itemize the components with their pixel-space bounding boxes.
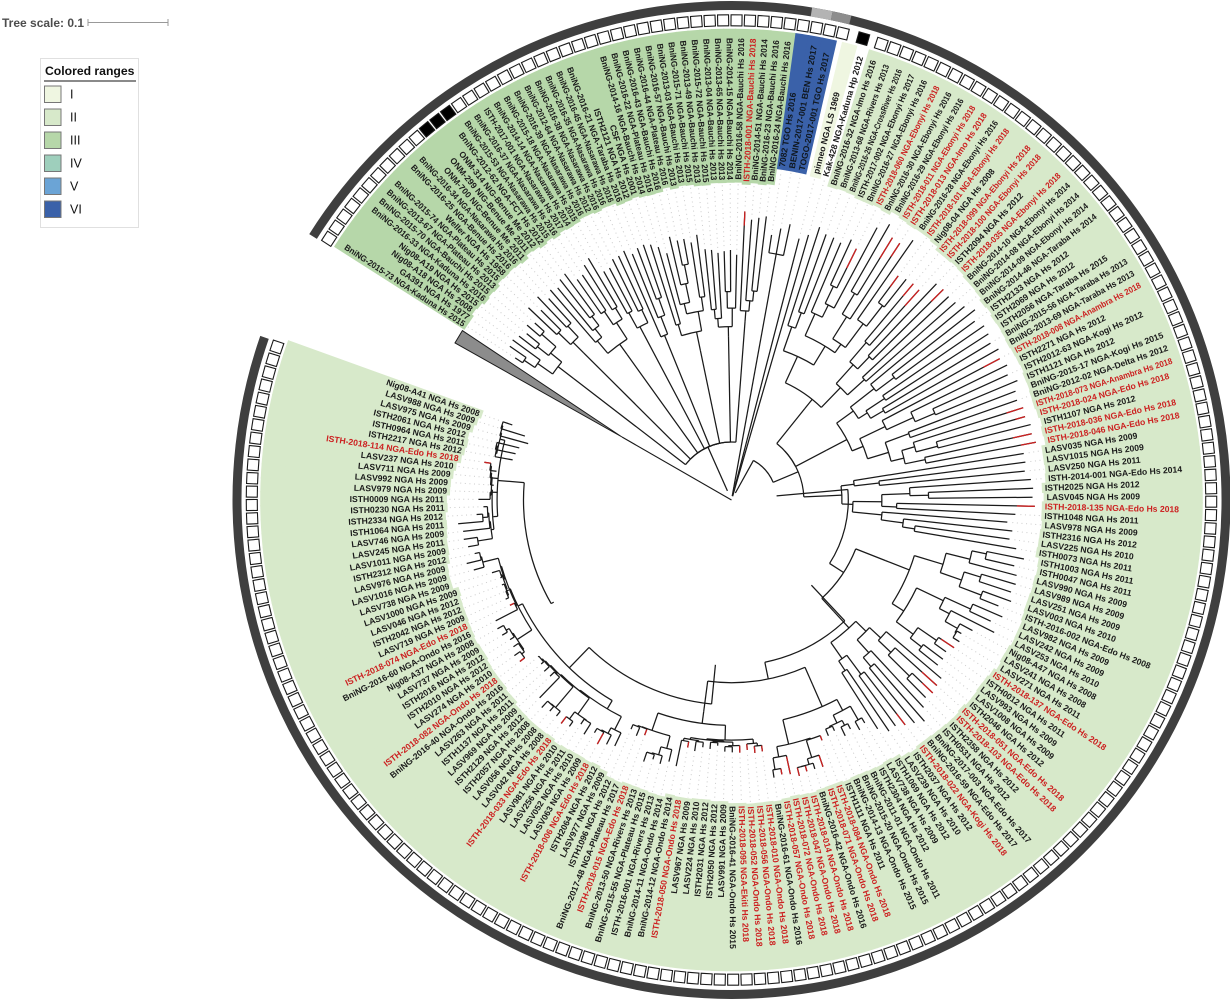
svg-text:I: I bbox=[70, 88, 73, 102]
svg-text:Colored ranges: Colored ranges bbox=[45, 64, 135, 78]
svg-text:BniNG-2016-41 NGA-Ondo Hs 2015: BniNG-2016-41 NGA-Ondo Hs 2015 bbox=[727, 806, 737, 949]
svg-text:ISTH0009 NGA Hs 2011: ISTH0009 NGA Hs 2011 bbox=[350, 494, 445, 504]
svg-text:IV: IV bbox=[70, 157, 82, 171]
svg-text:V: V bbox=[70, 180, 79, 194]
svg-text:LASV045 NGA Hs 2009: LASV045 NGA Hs 2009 bbox=[1047, 491, 1141, 502]
svg-text:II: II bbox=[70, 111, 77, 125]
svg-text:III: III bbox=[70, 134, 80, 148]
svg-text:VI: VI bbox=[70, 203, 82, 217]
svg-text:Tree scale: 0.1: Tree scale: 0.1 bbox=[2, 16, 84, 30]
